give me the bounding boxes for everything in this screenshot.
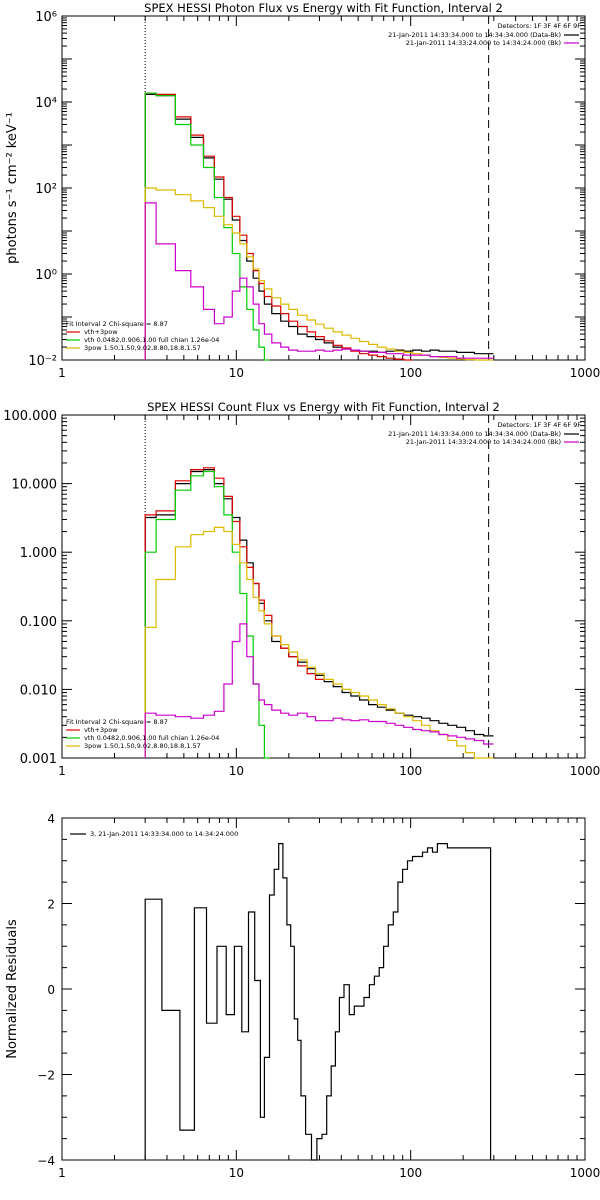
x-tick-label: 100 xyxy=(399,764,422,778)
legend-entry-label: 3pow 1.50,1.50,9.02,8.80,18.8,1.57 xyxy=(84,344,201,352)
legend-entry-label: 3, 21-Jan-2011 14:33:34.000 to 14:34:24.… xyxy=(90,830,238,838)
legend-header: Detectors: 1F 3F 4F 6F 9F xyxy=(497,22,581,30)
legend-header: Detectors: 1F 3F 4F 6F 9F xyxy=(497,421,581,429)
y-tick-label: 0.010 xyxy=(20,683,57,698)
legend-entry-label: 21-Jan-2011 14:33:34.000 to 14:34:34.000… xyxy=(388,430,561,438)
x-tick-label: 100 xyxy=(399,1166,422,1180)
y-tick-label: 10.000 xyxy=(12,478,58,493)
x-tick-label: 10 xyxy=(229,764,244,778)
series-line-residuals xyxy=(144,843,492,1161)
y-tick-label: 100.000 xyxy=(3,409,57,424)
legend-entry-label: vth 0.0482,0.906,1.00 full chian 1.26e-0… xyxy=(84,734,219,742)
legend-header: Fit Interval 2 Chi-square = 8.87 xyxy=(66,320,168,328)
series-line-vth-3pow xyxy=(144,467,324,758)
legend-entry-label: vth 0.0482,0.906,1.00 full chian 1.26e-0… xyxy=(84,336,219,344)
chart-title: SPEX HESSI Photon Flux vs Energy with Fi… xyxy=(144,1,503,15)
y-tick-label: 0 xyxy=(47,983,55,997)
plot-frame xyxy=(61,414,586,759)
y-tick-label: 10⁴ xyxy=(35,96,57,111)
chart-title: SPEX HESSI Count Flux vs Energy with Fit… xyxy=(147,400,500,414)
series-line-data-bk xyxy=(144,469,494,758)
y-tick-label: −4 xyxy=(37,1154,55,1168)
y-tick-label: 1.000 xyxy=(20,546,57,561)
legend-entry-label: vth+3pow xyxy=(84,726,118,734)
series-line-bk xyxy=(144,623,494,758)
series-line-3pow xyxy=(144,187,494,361)
y-tick-label: 10² xyxy=(35,182,57,197)
x-tick-label: 1 xyxy=(58,366,66,380)
y-tick-label: 10⁰ xyxy=(35,268,57,283)
x-tick-label: 10 xyxy=(229,366,244,380)
y-tick-label: 4 xyxy=(47,812,55,826)
series-line-vth-3pow xyxy=(144,92,413,361)
y-axis-label: photons s⁻¹ cm⁻² keV⁻¹ xyxy=(5,112,20,264)
y-tick-label: 0.001 xyxy=(20,752,57,767)
legend-entry-label: vth+3pow xyxy=(84,328,118,336)
legend-entry-label: 21-Jan-2011 14:33:24.000 to 14:34:24.000… xyxy=(406,438,561,446)
x-tick-label: 1000 xyxy=(570,366,600,380)
legend-header: Fit Interval 2 Chi-square = 8.87 xyxy=(66,718,168,726)
series-line-3pow xyxy=(144,526,494,759)
legend-entry-label: 21-Jan-2011 14:33:24.000 to 14:34:24.000… xyxy=(406,39,561,47)
x-tick-label: 1 xyxy=(58,1166,66,1180)
y-tick-label: 10⁶ xyxy=(35,10,57,25)
y-axis-label: Normalized Residuals xyxy=(5,919,20,1059)
y-tick-label: 0.100 xyxy=(20,615,57,630)
x-tick-label: 1000 xyxy=(570,1166,600,1180)
series-line-data-bk xyxy=(144,93,494,360)
series-line-bk xyxy=(144,202,494,360)
legend-entry-label: 3pow 1.50,1.50,9.02,8.80,18.8,1.57 xyxy=(84,742,201,750)
x-tick-label: 10 xyxy=(229,1166,244,1180)
y-tick-label: 10⁻² xyxy=(28,354,57,369)
y-tick-label: 2 xyxy=(47,898,55,912)
x-tick-label: 1000 xyxy=(570,764,600,778)
x-tick-label: 100 xyxy=(399,366,422,380)
x-tick-label: 1 xyxy=(58,764,66,778)
plot-frame xyxy=(61,817,586,1161)
legend-entry-label: 21-Jan-2011 14:33:34.000 to 14:34:34.000… xyxy=(388,31,561,39)
series-line-vth xyxy=(144,92,270,361)
plot-frame xyxy=(61,15,586,361)
y-tick-label: −2 xyxy=(37,1069,55,1083)
